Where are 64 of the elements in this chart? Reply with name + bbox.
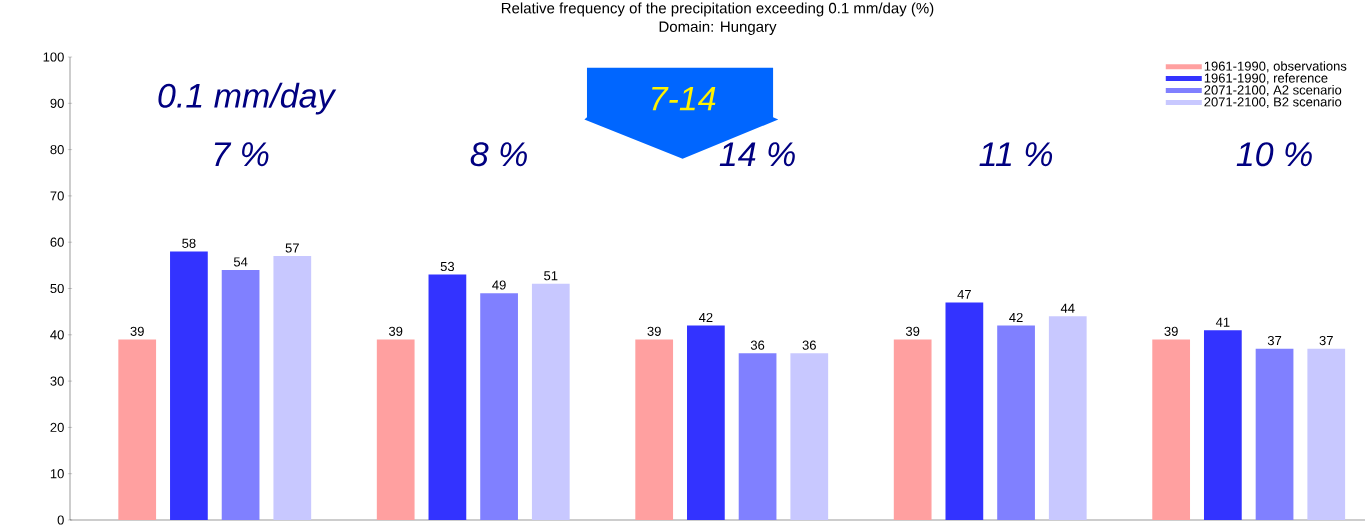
data-label: 42 bbox=[1009, 312, 1023, 323]
bar bbox=[687, 325, 725, 520]
bar bbox=[1203, 330, 1242, 520]
bar bbox=[1255, 348, 1294, 520]
y-tick-label: 60 bbox=[50, 237, 64, 247]
data-label: 42 bbox=[698, 312, 713, 323]
data-label: 51 bbox=[544, 271, 558, 281]
y-tick-label: 70 bbox=[50, 191, 64, 201]
y-tick-label: 80 bbox=[50, 144, 64, 155]
y-tick-label: 40 bbox=[50, 330, 64, 340]
data-label: 47 bbox=[957, 289, 971, 299]
chart-title: Relative frequency of the precipitation exceeding 0.1 mm/day (%) bbox=[501, 2, 934, 17]
annotation: 8 % bbox=[470, 142, 527, 167]
y-tick-label: 20 bbox=[50, 422, 64, 432]
data-label: 57 bbox=[285, 243, 299, 253]
data-label: 39 bbox=[1164, 326, 1178, 336]
data-label: 58 bbox=[182, 238, 196, 248]
data-label: 39 bbox=[647, 326, 661, 336]
data-label: 36 bbox=[750, 340, 765, 350]
y-tick-label: 10 bbox=[50, 469, 64, 479]
legend-label: 1961-1990, observations bbox=[1204, 61, 1347, 73]
bar bbox=[893, 339, 932, 520]
data-label: 41 bbox=[1215, 317, 1230, 327]
bar bbox=[738, 353, 777, 520]
bar bbox=[118, 339, 157, 520]
legend-label: 2071-2100, A2 scenario bbox=[1204, 85, 1342, 97]
annotation: 7-14 bbox=[652, 86, 716, 111]
bar bbox=[945, 302, 984, 520]
annotation: 7 % bbox=[214, 142, 269, 167]
data-label: 36 bbox=[802, 340, 816, 350]
annotation: 10 % bbox=[1236, 142, 1312, 167]
data-label: 53 bbox=[440, 261, 455, 272]
annotation: 11 % bbox=[979, 142, 1053, 167]
data-label: 39 bbox=[905, 326, 920, 336]
bar bbox=[997, 325, 1035, 520]
bar bbox=[376, 339, 415, 520]
bar bbox=[1048, 316, 1087, 520]
data-label: 37 bbox=[1267, 335, 1282, 346]
bar bbox=[1307, 348, 1346, 520]
bar bbox=[790, 353, 829, 520]
bar bbox=[531, 283, 570, 520]
annotation: 0.1 mm/day bbox=[158, 82, 337, 115]
legend-label: 2071-2100, B2 scenario bbox=[1204, 96, 1342, 109]
chart-subtitle: Domain: Hungary bbox=[659, 20, 777, 35]
bar bbox=[428, 274, 467, 520]
legend-label: 1961-1990, reference bbox=[1204, 73, 1328, 85]
bar bbox=[635, 339, 674, 520]
data-label: 39 bbox=[388, 326, 403, 336]
bar bbox=[1152, 339, 1191, 520]
data-label: 39 bbox=[130, 326, 144, 336]
bar bbox=[221, 269, 260, 520]
data-label: 44 bbox=[1060, 303, 1075, 313]
bar bbox=[273, 256, 312, 520]
data-label: 49 bbox=[492, 280, 506, 290]
y-tick-label: 50 bbox=[50, 283, 64, 294]
y-tick-label: 30 bbox=[50, 376, 64, 386]
annotation: 14 % bbox=[719, 142, 795, 167]
y-tick-label: 90 bbox=[50, 98, 64, 108]
data-label: 54 bbox=[233, 257, 248, 267]
bar bbox=[170, 251, 208, 520]
data-label: 37 bbox=[1319, 335, 1333, 346]
y-tick-label: 100 bbox=[43, 52, 64, 62]
y-tick-label: 0 bbox=[57, 515, 64, 525]
bar bbox=[480, 293, 518, 520]
